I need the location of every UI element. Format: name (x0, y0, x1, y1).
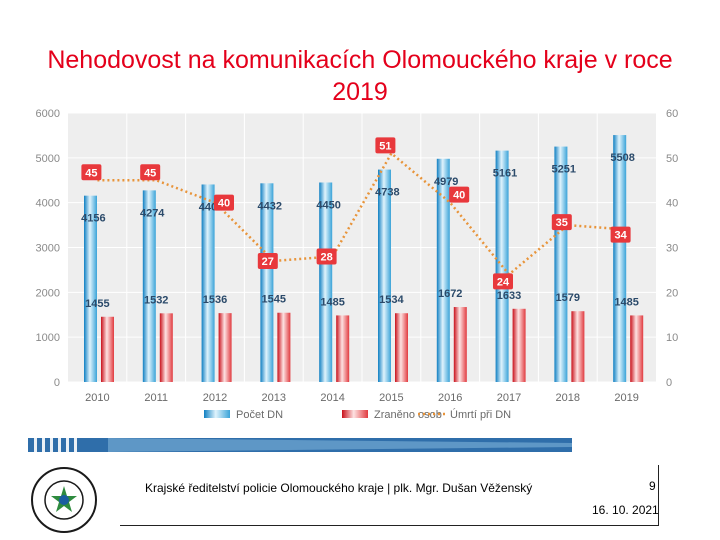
umrti-label-box (81, 164, 102, 181)
y-tick-left: 6000 (36, 108, 60, 120)
label-pocet-dn: 4450 (316, 199, 340, 211)
footer-text: Krajské ředitelství policie Olomouckého … (145, 481, 533, 495)
y-tick-right: 50 (666, 153, 678, 165)
legend-swatch-zraneno (342, 410, 368, 418)
decorative-stripe (28, 438, 572, 452)
bar-zraneno (277, 312, 291, 382)
y-tick-right: 40 (666, 198, 678, 210)
bar-pocet-dn (142, 190, 156, 382)
umrti-label-box (140, 164, 161, 181)
y-tick-left: 0 (54, 377, 60, 389)
bar-zraneno (218, 313, 232, 382)
label-zraneno: 1485 (320, 296, 344, 308)
label-umrti: 51 (379, 140, 391, 152)
x-tick-label: 2015 (379, 392, 403, 404)
x-tick-label: 2014 (320, 392, 344, 404)
x-tick-label: 2013 (262, 392, 286, 404)
y-tick-left: 4000 (36, 198, 60, 210)
label-zraneno: 1455 (85, 298, 109, 310)
police-logo (31, 467, 97, 533)
bar-pocet-dn (84, 195, 97, 382)
x-tick-label: 2010 (85, 392, 109, 404)
x-tick-label: 2011 (144, 392, 168, 404)
umrti-label-box (551, 214, 572, 231)
bar-zraneno (512, 308, 526, 382)
label-umrti: 24 (497, 276, 510, 288)
label-zraneno: 1485 (614, 296, 638, 308)
footer-box (120, 465, 659, 526)
bar-zraneno (336, 315, 350, 382)
umrti-label-box (257, 252, 278, 269)
label-pocet-dn: 4274 (140, 207, 165, 219)
label-umrti: 35 (556, 217, 568, 229)
y-tick-right: 20 (666, 287, 678, 299)
label-umrti: 40 (218, 198, 230, 210)
bar-pocet-dn (319, 182, 333, 382)
line-umrti (97, 151, 627, 277)
bar-zraneno (630, 315, 644, 382)
umrti-label-box (316, 248, 337, 265)
y-tick-left: 5000 (36, 153, 60, 165)
legend-label: Úmrtí při DN (450, 408, 511, 421)
label-umrti: 45 (144, 167, 156, 179)
umrti-label-box (449, 186, 470, 203)
label-zraneno: 1534 (379, 294, 404, 306)
bar-zraneno (453, 307, 467, 382)
x-tick-label: 2016 (438, 392, 462, 404)
bar-pocet-dn (201, 184, 215, 382)
bar-zraneno (159, 313, 173, 382)
label-zraneno: 1536 (203, 294, 227, 306)
footer-date: 16. 10. 2021 (592, 503, 659, 517)
bar-pocet-dn (554, 146, 568, 382)
y-tick-right: 0 (666, 377, 672, 389)
bar-pocet-dn (260, 183, 274, 382)
label-zraneno: 1672 (438, 288, 462, 300)
label-pocet-dn: 4432 (258, 200, 282, 212)
umrti-label-box (493, 273, 513, 290)
bar-zraneno (395, 313, 408, 382)
accident-chart: 0 1000 2000 3000 4000 5000 6000 0 10 20 30 40 50 60 20… (36, 108, 679, 421)
bar-pocet-dn (378, 169, 391, 382)
label-pocet-dn: 5161 (493, 168, 517, 180)
umrti-label-box (610, 226, 631, 243)
legend-label: Zraněno osob (374, 409, 442, 421)
label-pocet-dn: 4979 (434, 176, 458, 188)
bar-zraneno (571, 311, 585, 382)
y-tick-left: 3000 (36, 243, 60, 255)
label-pocet-dn: 5508 (610, 152, 634, 164)
x-tick-label: 2018 (556, 392, 580, 404)
label-umrti: 45 (85, 167, 97, 179)
page-title: Nehodovost na komunikacích Olomouckého k… (47, 46, 673, 106)
bar-zraneno (101, 316, 114, 382)
y-tick-right: 30 (666, 243, 678, 255)
y-tick-left: 1000 (36, 332, 60, 344)
label-pocet-dn: 4156 (81, 213, 105, 225)
label-umrti: 28 (320, 251, 332, 263)
label-pocet-dn: 4738 (375, 187, 399, 199)
label-umrti: 27 (262, 256, 274, 268)
label-zraneno: 1633 (497, 290, 521, 302)
y-tick-right: 60 (666, 108, 678, 120)
x-tick-label: 2017 (497, 392, 521, 404)
label-umrti: 40 (453, 190, 465, 202)
legend-swatch-pocet-dn (204, 410, 230, 418)
x-tick-label: 2019 (614, 392, 638, 404)
label-pocet-dn: 5251 (552, 164, 576, 176)
label-umrti: 34 (614, 230, 627, 242)
bar-pocet-dn (613, 135, 627, 382)
x-tick-label: 2012 (203, 392, 227, 404)
label-zraneno: 1545 (262, 294, 286, 306)
label-zraneno: 1579 (556, 292, 580, 304)
bar-pocet-dn (436, 158, 450, 382)
label-zraneno: 1532 (144, 294, 168, 306)
umrti-label-box (214, 194, 234, 211)
y-tick-left: 2000 (36, 287, 60, 299)
legend-label: Počet DN (236, 409, 283, 421)
y-tick-right: 10 (666, 332, 678, 344)
umrti-label-box (375, 137, 396, 154)
page-number: 9 (649, 479, 656, 493)
